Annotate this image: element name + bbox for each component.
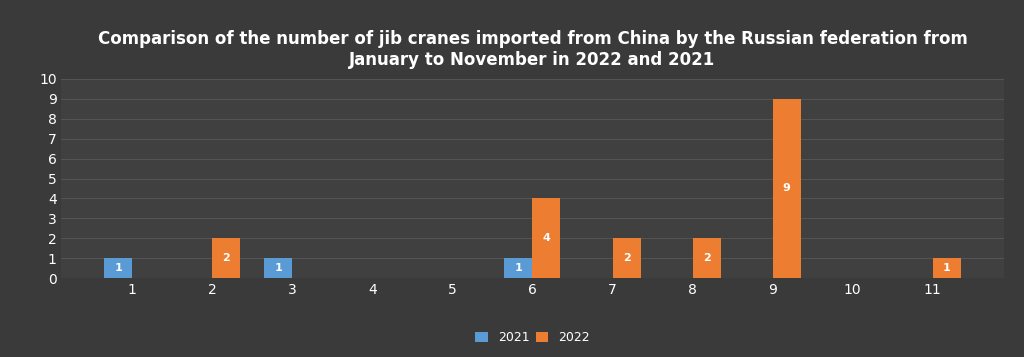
Bar [933, 258, 961, 278]
Text: 4: 4 [543, 233, 551, 243]
Legend: 2021, 2022: 2021, 2022 [471, 328, 594, 348]
Text: 1: 1 [274, 263, 283, 273]
Title: Comparison of the number of jib cranes imported from China by the Russian federa: Comparison of the number of jib cranes i… [97, 30, 968, 69]
Bar [692, 238, 721, 278]
Bar [505, 258, 532, 278]
Bar [612, 238, 641, 278]
Bar [212, 238, 241, 278]
Text: 1: 1 [515, 263, 522, 273]
Text: 2: 2 [222, 253, 230, 263]
Bar [532, 198, 560, 278]
Text: 9: 9 [782, 183, 791, 193]
Text: 2: 2 [702, 253, 711, 263]
Bar [104, 258, 132, 278]
Text: 2: 2 [623, 253, 631, 263]
Bar [772, 99, 801, 278]
Text: 1: 1 [115, 263, 122, 273]
Text: 1: 1 [943, 263, 950, 273]
Bar [264, 258, 293, 278]
